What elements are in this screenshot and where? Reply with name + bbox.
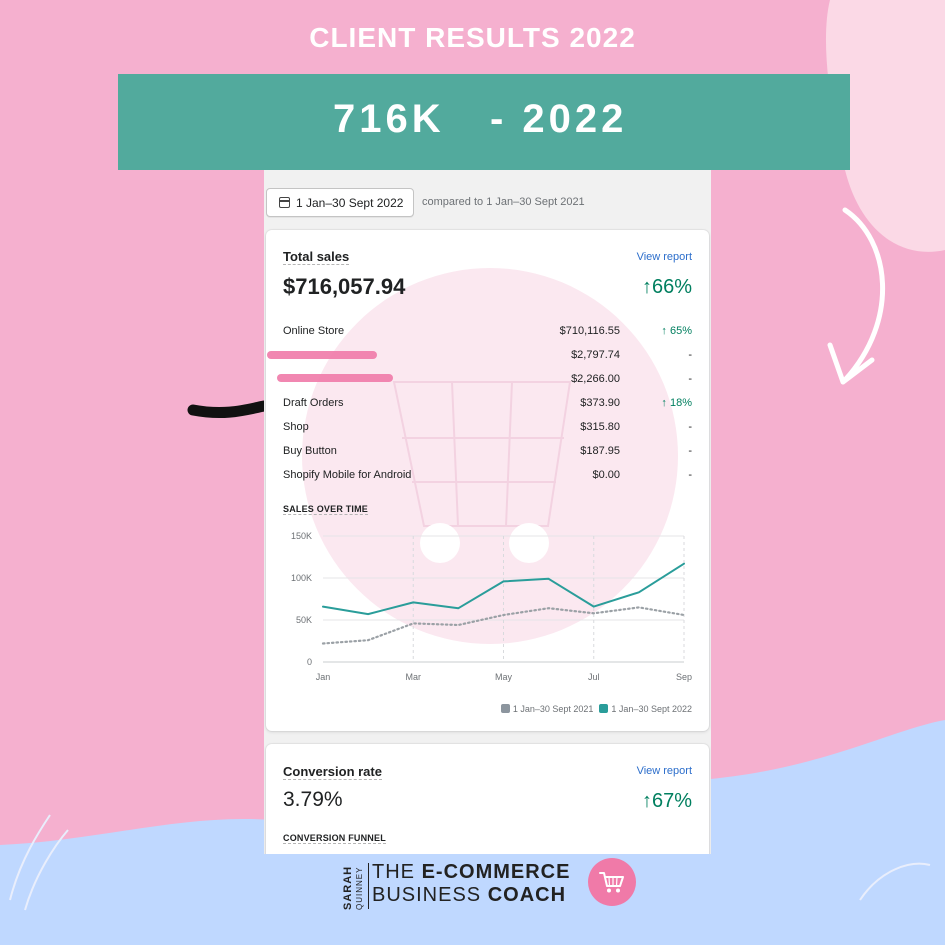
channel-delta: - <box>688 373 692 385</box>
x-tick-label: May <box>495 672 513 682</box>
channel-amount: $2,797.74 <box>571 349 620 361</box>
y-tick-label: 0 <box>307 657 312 667</box>
list-item: $2,266.00 - <box>277 368 692 392</box>
conversion-rate-title: Conversion rate <box>283 764 382 780</box>
channel-name: Shop <box>283 421 309 433</box>
date-range-label: 1 Jan–30 Sept 2022 <box>296 195 404 210</box>
conversion-rate-card: Conversion rate View report 3.79% ↑67% C… <box>266 744 709 854</box>
legend-item-2022: 1 Jan–30 Sept 2022 <box>599 704 692 714</box>
channel-delta: - <box>688 469 692 481</box>
channel-amount: $710,116.55 <box>559 325 620 337</box>
logo-side-name: SARAH QUINNEY <box>342 866 364 910</box>
channel-name: Shopify Mobile for Android <box>283 469 412 481</box>
brand-logo: SARAH QUINNEY THE E-COMMERCE BUSINESS CO… <box>340 858 640 914</box>
result-banner: 716K - 2022 <box>118 74 850 170</box>
logo-divider <box>368 863 369 909</box>
channel-amount: $0.00 <box>592 469 620 481</box>
total-sales-title: Total sales <box>283 249 350 265</box>
svg-text:QUINNEY: QUINNEY <box>355 867 364 910</box>
series-line-2022 <box>322 562 685 616</box>
conversion-rate-change: ↑67% <box>641 790 692 812</box>
view-report-link[interactable]: View report <box>636 251 692 263</box>
y-tick-label: 150K <box>291 531 312 541</box>
calendar-icon <box>279 197 290 208</box>
series-line-2021 <box>321 606 686 645</box>
list-item: Shopify Mobile for Android $0.00 - <box>283 464 692 488</box>
channel-amount: $373.90 <box>580 397 620 409</box>
date-range-button[interactable]: 1 Jan–30 Sept 2022 <box>266 188 414 217</box>
svg-text:SARAH: SARAH <box>342 866 354 910</box>
cart-icon <box>392 381 572 563</box>
channel-name: Online Store <box>283 325 345 337</box>
shopping-cart-icon <box>588 858 636 906</box>
x-tick-label: Jul <box>588 672 600 682</box>
channel-delta: - <box>688 421 692 433</box>
y-tick-label: 100K <box>291 573 312 583</box>
redaction-mark <box>267 351 377 359</box>
x-tick-label: Sep <box>676 672 692 682</box>
channel-name: Buy Button <box>283 445 337 457</box>
compare-text: compared to 1 Jan–30 Sept 2021 <box>422 196 585 208</box>
total-sales-value: $716,057.94 <box>283 274 406 299</box>
analytics-panel: 1 Jan–30 Sept 2022 compared to 1 Jan–30 … <box>264 170 711 854</box>
channel-delta: ↑ 65% <box>661 325 692 337</box>
channel-delta: ↑ 18% <box>661 397 692 409</box>
legend-swatch <box>599 704 609 713</box>
sales-channel-list: Online Store $710,116.55 ↑ 65% $2,797.74… <box>267 320 692 488</box>
list-item: Online Store $710,116.55 ↑ 65% <box>283 320 692 344</box>
legend-item-2021: 1 Jan–30 Sept 2021 <box>500 704 593 714</box>
y-tick-label: 50K <box>296 615 312 625</box>
logo-line-2: BUSINESS COACH <box>372 884 567 906</box>
total-sales-change: ↑66% <box>641 276 692 298</box>
list-item: Buy Button $187.95 - <box>283 440 692 464</box>
watermark <box>302 268 678 644</box>
list-item: $2,797.74 - <box>267 344 692 368</box>
x-tick-label: Jan <box>316 672 331 682</box>
view-report-link[interactable]: View report <box>636 765 692 777</box>
logo-line-1: THE E-COMMERCE <box>372 861 571 883</box>
headline: CLIENT RESULTS 2022 <box>309 22 636 53</box>
x-tick-label: Mar <box>406 672 422 682</box>
chart-legend: 1 Jan–30 Sept 2021 1 Jan–30 Sept 2022 <box>500 704 692 714</box>
total-sales-card: Total sales View report $716,057.94 ↑66%… <box>266 230 709 731</box>
banner-text: 716K - 2022 <box>333 97 628 141</box>
channel-name: Draft Orders <box>283 397 344 409</box>
channel-amount: $187.95 <box>580 445 620 457</box>
legend-swatch <box>500 704 510 713</box>
list-item: Shop $315.80 - <box>283 416 692 440</box>
redaction-mark <box>277 374 393 382</box>
sales-over-time-label: SALES OVER TIME <box>283 504 369 515</box>
channel-amount: $315.80 <box>580 421 620 433</box>
channel-delta: - <box>688 349 692 361</box>
conversion-rate-value: 3.79% <box>283 788 343 811</box>
conversion-funnel-label: CONVERSION FUNNEL <box>283 833 386 844</box>
channel-amount: $2,266.00 <box>571 373 620 385</box>
sales-over-time-chart: 0 50K 100K 150K Jan Mar May Jul Sep <box>291 531 692 682</box>
channel-delta: - <box>688 445 692 457</box>
list-item: Draft Orders $373.90 ↑ 18% <box>283 392 692 416</box>
